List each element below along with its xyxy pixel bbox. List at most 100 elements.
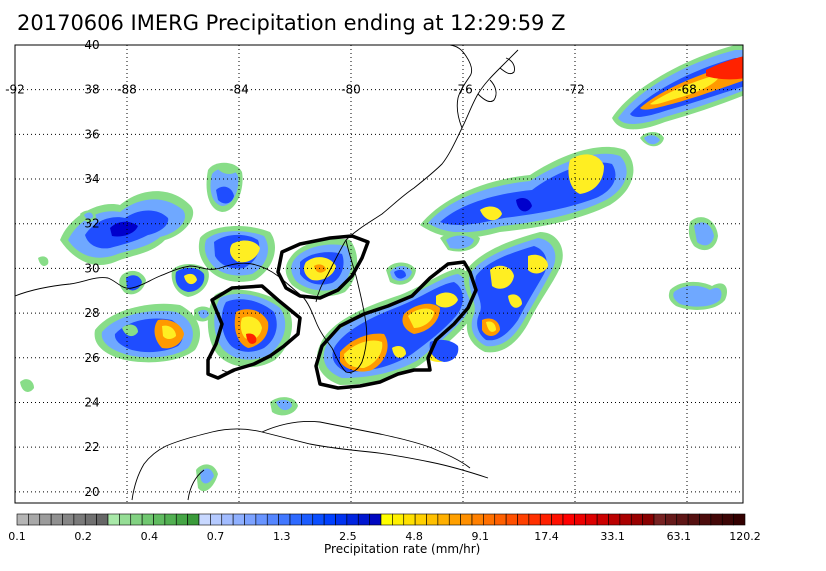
- colorbar-swatch: [346, 513, 359, 526]
- colorbar-swatch: [62, 513, 75, 526]
- colorbar-swatch: [551, 513, 564, 526]
- colorbar-swatch: [437, 513, 450, 526]
- colorbar-swatch: [392, 513, 405, 526]
- colorbar-tick-label: 17.4: [534, 530, 559, 543]
- storm-outlines: [206, 234, 478, 390]
- lat-label: 30: [84, 261, 99, 275]
- lat-label: 32: [84, 217, 99, 231]
- colorbar-swatch: [84, 513, 97, 526]
- colorbar-tick-labels: 0.1 0.2 0.4 0.7 1.3 2.5 4.8 9.1 17.4 33.1 63.1 120.…: [8, 530, 761, 543]
- lat-label: 40: [84, 38, 99, 52]
- colorbar-tick-label: 0.2: [74, 530, 92, 543]
- lat-label: 28: [84, 306, 99, 320]
- colorbar-swatch: [426, 513, 439, 526]
- latitude-labels: 40 38 36 34 32 30 28 26 24 22 20: [84, 38, 99, 499]
- colorbar-swatch: [687, 513, 700, 526]
- colorbar-swatch: [608, 513, 621, 526]
- colorbar-swatch: [460, 513, 473, 526]
- rain-cell-small-east-gulf: [194, 306, 214, 322]
- colorbar-swatch: [414, 513, 427, 526]
- colorbar-tick-label: 2.5: [339, 530, 357, 543]
- colorbar-swatch: [380, 513, 393, 526]
- precipitation-field: [20, 45, 743, 492]
- colorbar-swatch: [528, 513, 541, 526]
- colorbar-swatch: [210, 513, 223, 526]
- colorbar-tick-label: 4.8: [405, 530, 423, 543]
- colorbar-tick-label: 63.1: [667, 530, 692, 543]
- lat-label: 38: [84, 83, 99, 97]
- colorbar-swatch: [733, 513, 746, 526]
- lat-label: 22: [84, 440, 99, 454]
- colorbar-swatch: [107, 513, 120, 526]
- map-content: [15, 45, 743, 503]
- storm-outline-central-gulf: [206, 284, 302, 380]
- rain-cell-small-scattered: [20, 210, 298, 492]
- storm-outline-north-florida: [276, 234, 370, 300]
- rain-cell-atlantic-east: [463, 232, 563, 353]
- colorbar-swatch: [357, 513, 370, 526]
- colorbar-swatch: [198, 513, 211, 526]
- colorbar-swatch: [301, 513, 314, 526]
- colorbar-swatch: [721, 513, 734, 526]
- colorbar-swatch: [483, 513, 496, 526]
- colorbar-tick-label: 33.1: [600, 530, 625, 543]
- lat-label: 20: [84, 485, 99, 499]
- rain-cell-north-florida: [285, 238, 358, 297]
- colorbar-swatch: [335, 513, 348, 526]
- colorbar-swatch: [119, 513, 132, 526]
- colorbar-swatch: [278, 513, 291, 526]
- colorbar-swatch: [39, 513, 52, 526]
- colorbar-swatch: [619, 513, 632, 526]
- colorbar-swatch: [96, 513, 109, 526]
- colorbar-tick-label: 0.7: [207, 530, 225, 543]
- colorbar-swatch: [676, 513, 689, 526]
- colorbar-swatch: [175, 513, 188, 526]
- colorbar-swatch: [517, 513, 530, 526]
- colorbar-swatch: [73, 513, 86, 526]
- rain-cell-carolinas: [206, 162, 243, 212]
- colorbar-swatch: [255, 513, 268, 526]
- colorbar-swatch: [539, 513, 552, 526]
- colorbar-tick-label: 9.1: [472, 530, 490, 543]
- colorbar-swatch: [710, 513, 723, 526]
- colorbar-swatch: [562, 513, 575, 526]
- colorbar-swatch: [448, 513, 461, 526]
- rain-cell-small-bahamas: [386, 262, 416, 285]
- colorbar-swatch: [505, 513, 518, 526]
- map-frame: [14, 44, 744, 504]
- longitude-labels: -92 -88 -84 -80 -76 -72 -68: [5, 83, 697, 97]
- graticule: [15, 45, 743, 503]
- lon-label: -68: [677, 83, 697, 97]
- colorbar-swatch: [574, 513, 587, 526]
- colorbar-swatch: [232, 513, 245, 526]
- colorbar-swatch: [369, 513, 382, 526]
- colorbar-swatch: [244, 513, 257, 526]
- map-title: 20170606 IMERG Precipitation ending at 1…: [17, 11, 566, 35]
- colorbar-swatch: [699, 513, 712, 526]
- colorbar-tick-label: 0.1: [8, 530, 26, 543]
- colorbar-swatch: [164, 513, 177, 526]
- rain-cell-central-gulf: [207, 289, 293, 368]
- colorbar: [16, 513, 746, 526]
- colorbar-swatch: [642, 513, 655, 526]
- colorbar-swatch: [16, 513, 29, 526]
- lon-label: -88: [117, 83, 137, 97]
- colorbar-swatch: [630, 513, 643, 526]
- colorbar-tick-label: 120.2: [729, 530, 761, 543]
- colorbar-tick-label: 0.4: [141, 530, 159, 543]
- lat-label: 26: [84, 351, 99, 365]
- colorbar-swatch: [221, 513, 234, 526]
- lat-label: 24: [84, 395, 99, 409]
- colorbar-title: Precipitation rate (mm/hr): [324, 542, 480, 556]
- lon-label: -72: [565, 83, 585, 97]
- colorbar-swatch: [50, 513, 63, 526]
- lon-label: -76: [453, 83, 473, 97]
- lat-label: 36: [84, 127, 99, 141]
- colorbar-swatch: [653, 513, 666, 526]
- rain-cell-mississippi-coast: [171, 264, 209, 297]
- storm-outline-south-florida: [314, 260, 478, 390]
- colorbar-swatch: [471, 513, 484, 526]
- colorbar-swatch: [141, 513, 154, 526]
- coastlines: [15, 45, 519, 501]
